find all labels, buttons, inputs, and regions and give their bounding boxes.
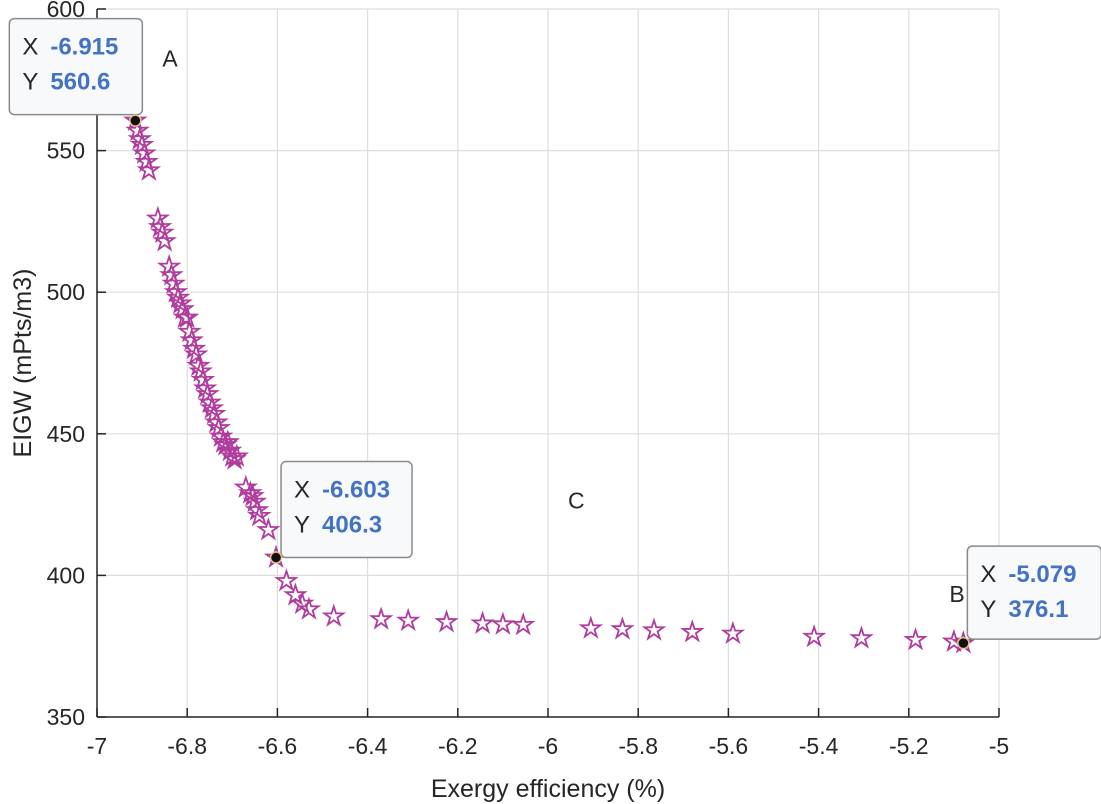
datatip-x-key: X	[980, 561, 996, 588]
data-point	[192, 375, 218, 399]
data-point	[470, 610, 495, 634]
data-point	[610, 616, 635, 640]
datatip-y-key: Y	[294, 512, 310, 539]
data-point	[127, 126, 153, 150]
datatip-marker	[129, 114, 142, 127]
datatip-a[interactable]: X -6.915 Y 560.6 A	[8, 17, 178, 127]
data-point	[199, 395, 225, 419]
datatip-x-value: -5.079	[1008, 561, 1076, 588]
data-point	[147, 214, 173, 238]
datatip-marker	[957, 636, 970, 650]
data-point	[136, 157, 162, 181]
grid	[96, 8, 1000, 718]
x-tick-label: -6.2	[438, 733, 478, 759]
data-point	[490, 611, 516, 635]
y-tick-label: 550	[47, 138, 85, 164]
x-tick-label: -5.8	[618, 733, 658, 759]
datatip-box	[966, 545, 1101, 640]
datatip-c[interactable]: X -6.603 Y 406.3 C	[269, 460, 585, 564]
data-point	[240, 483, 265, 507]
data-point	[296, 596, 322, 620]
x-axis-title: Exergy efficiency (%)	[431, 775, 665, 803]
data-point	[641, 617, 667, 641]
data-point	[168, 290, 193, 314]
data-point	[274, 568, 299, 592]
datatip-y-key: Y	[22, 69, 38, 96]
data-point	[244, 497, 270, 521]
data-point	[204, 409, 229, 433]
x-tick-label: -5.4	[799, 733, 839, 759]
x-tick-label: -5.2	[889, 733, 929, 759]
y-axis-title: EIGW (mPts/m3)	[9, 269, 37, 458]
y-tick-label: 400	[47, 562, 85, 588]
data-point	[434, 609, 459, 633]
data-point	[238, 480, 263, 504]
y-tick-label: 600	[47, 0, 85, 22]
data-point	[510, 612, 536, 636]
data-point	[368, 606, 394, 630]
data-point	[903, 627, 928, 651]
datatip-y-value: 560.6	[50, 69, 110, 96]
x-tick-label: -6	[538, 733, 558, 759]
datatip-b[interactable]: X -5.079 Y 376.1 B	[949, 545, 1101, 650]
data-point	[165, 284, 191, 309]
datatip-x-value: -6.603	[322, 477, 390, 504]
data-point	[186, 352, 211, 377]
datatip-x-key: X	[22, 34, 38, 61]
data-point	[152, 228, 177, 252]
data-point	[849, 625, 874, 649]
data-point	[578, 615, 604, 639]
data-point	[680, 619, 705, 643]
data-point	[247, 503, 272, 527]
data-point	[801, 623, 827, 648]
data-point	[720, 620, 746, 645]
x-tick-label: -5.6	[709, 733, 749, 759]
data-point	[224, 443, 250, 467]
y-tick-label: 350	[47, 704, 85, 730]
point-label: B	[949, 581, 964, 607]
datatip-y-value: 376.1	[1008, 596, 1068, 623]
datatip-marker	[269, 551, 283, 564]
datatip-y-key: Y	[980, 596, 996, 623]
datatip-y-value: 406.3	[322, 512, 382, 539]
datatip-x-value: -6.915	[50, 34, 118, 61]
data-point	[197, 389, 223, 414]
data-point	[174, 304, 200, 329]
x-tick-label: -6.8	[167, 733, 207, 759]
data-point	[163, 279, 189, 303]
data-point	[181, 335, 207, 360]
x-tick-label: -7	[87, 733, 107, 759]
data-point	[183, 341, 209, 365]
x-tick-label: -6.6	[258, 733, 298, 759]
tick-labels: -7 -6.8 -6.6 -6.4 -6.2 -6 -5.8 -5.6 -5.4 -5.2 -5 35…	[47, 0, 1010, 759]
datatip-box	[280, 460, 413, 559]
data-points	[123, 107, 976, 654]
y-tick-label: 500	[47, 279, 85, 305]
data-point	[321, 603, 347, 627]
datatip-box	[8, 17, 144, 116]
data-point	[395, 607, 421, 632]
x-tick-label: -6.4	[348, 733, 388, 759]
datatips: X -6.915 Y 560.6 A X -6.603 Y 406.3 C X -5.079 Y 376.…	[8, 17, 1101, 650]
point-label: C	[568, 488, 585, 514]
datatip-x-key: X	[294, 477, 310, 504]
x-tick-label: -5	[989, 733, 1009, 759]
y-tick-label: 450	[47, 421, 85, 447]
point-label: A	[162, 46, 178, 72]
data-point	[256, 517, 281, 541]
